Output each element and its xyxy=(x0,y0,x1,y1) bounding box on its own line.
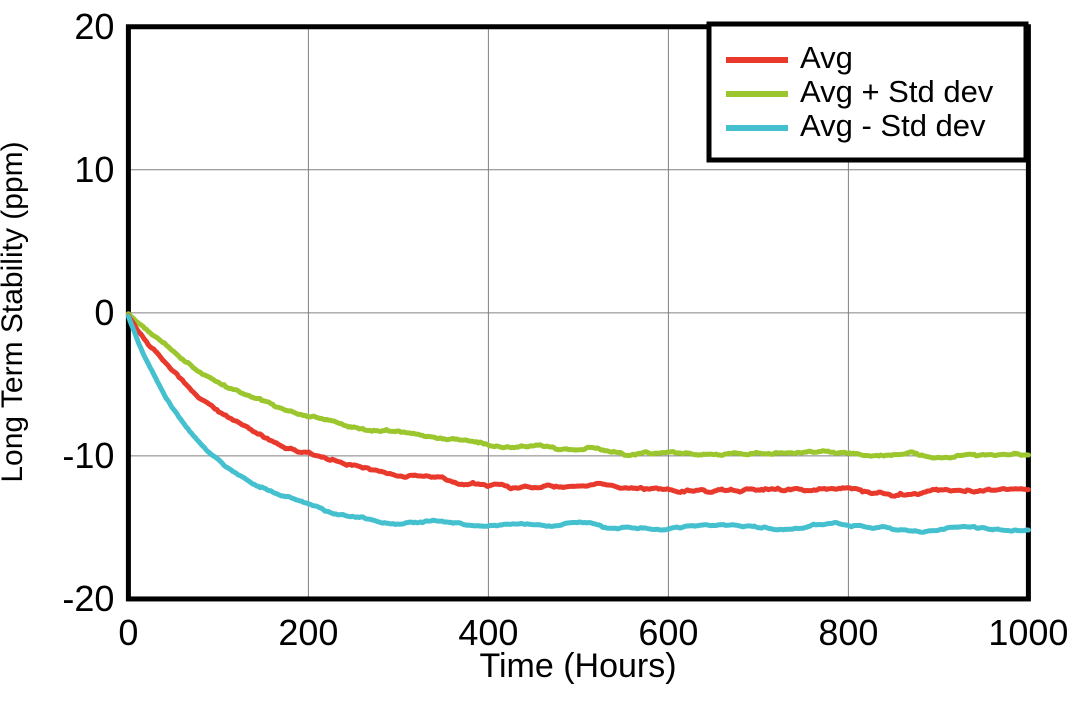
svg-text:800: 800 xyxy=(818,612,878,653)
svg-text:20: 20 xyxy=(74,6,114,47)
svg-text:-10: -10 xyxy=(62,435,114,476)
svg-text:Avg - Std dev: Avg - Std dev xyxy=(800,108,986,143)
svg-text:Avg + Std dev: Avg + Std dev xyxy=(800,74,994,109)
svg-text:Long Term Stability (ppm): Long Term Stability (ppm) xyxy=(0,141,29,482)
svg-text:-20: -20 xyxy=(62,578,114,619)
svg-text:200: 200 xyxy=(278,612,338,653)
svg-text:0: 0 xyxy=(94,292,114,333)
svg-text:Avg: Avg xyxy=(800,40,853,75)
svg-text:1000: 1000 xyxy=(988,612,1068,653)
svg-text:Time (Hours): Time (Hours) xyxy=(479,647,676,685)
svg-text:0: 0 xyxy=(118,612,138,653)
svg-text:10: 10 xyxy=(74,149,114,190)
